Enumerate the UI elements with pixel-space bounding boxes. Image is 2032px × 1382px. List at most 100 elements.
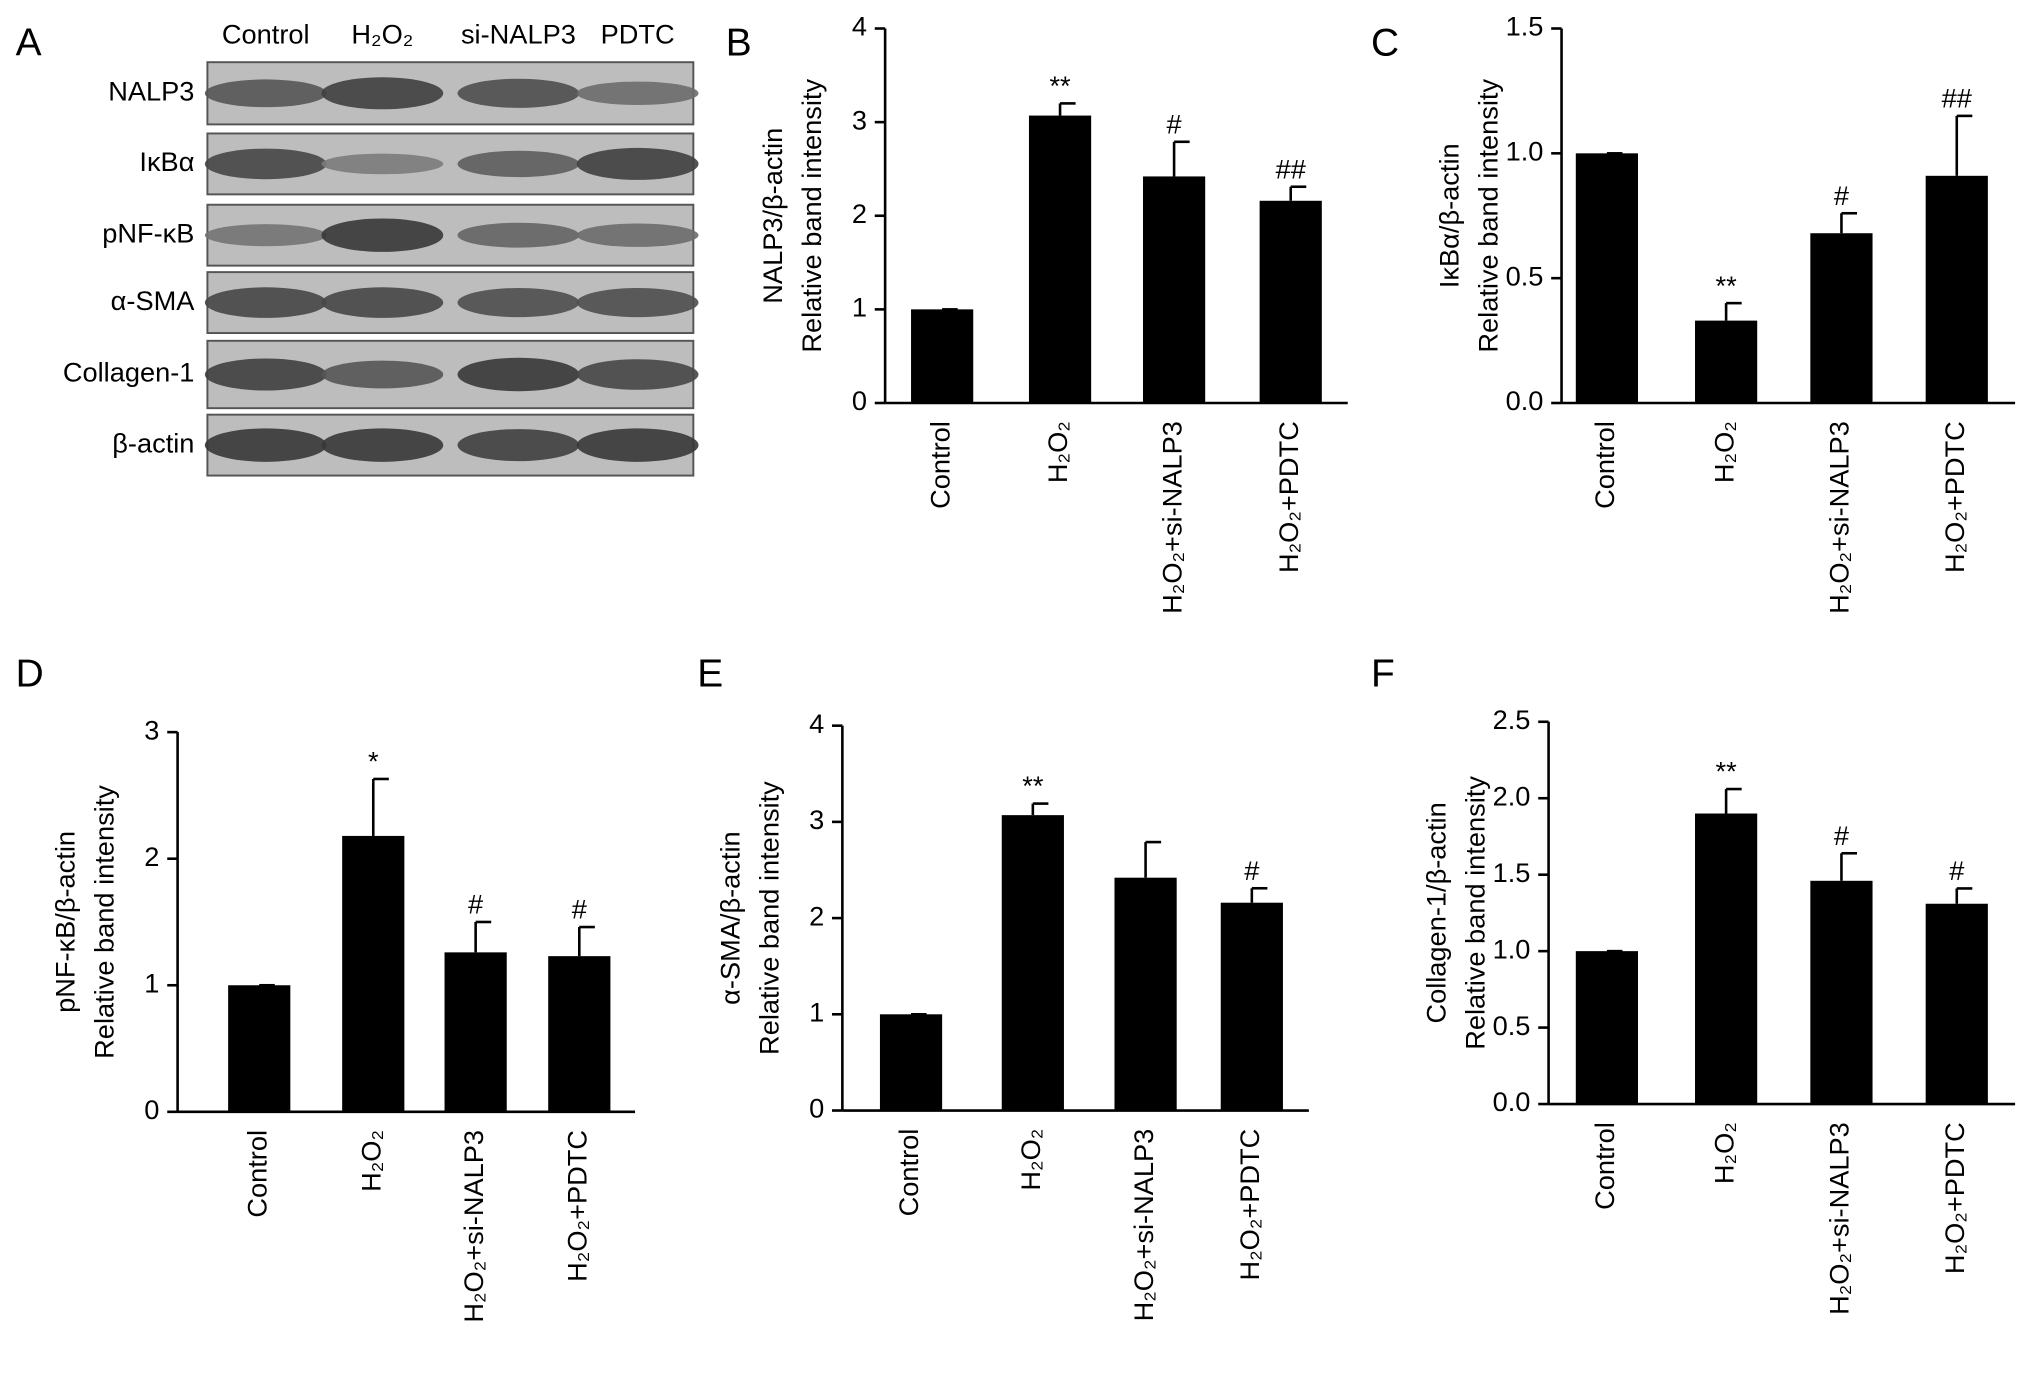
row-label: β-actin <box>112 427 194 458</box>
y-axis-label: Relative band intensity <box>1472 79 1503 353</box>
band <box>576 359 699 390</box>
y-tick-label: 1 <box>852 292 867 323</box>
y-tick-label: 2 <box>144 841 159 872</box>
significance-mark: # <box>572 894 587 925</box>
band <box>576 428 699 462</box>
bar <box>1114 877 1177 1111</box>
lane-label: H₂O₂ <box>351 18 413 49</box>
x-tick-label: H₂O₂ <box>355 1130 386 1192</box>
lane-label: PDTC <box>601 18 675 49</box>
y-axis-label: pNF-κB/β-actin <box>50 831 81 1013</box>
bar <box>1695 320 1758 404</box>
y-tick-label: 0 <box>852 385 867 416</box>
bar <box>342 835 405 1112</box>
bar <box>1142 176 1206 404</box>
band <box>204 148 327 180</box>
significance-mark: ## <box>1276 153 1306 184</box>
band <box>457 287 580 318</box>
y-axis-label: Collagen-1/β-actin <box>1421 802 1452 1023</box>
band <box>321 428 444 462</box>
x-tick-label: H₂O₂+si-NALP3 <box>1128 1129 1159 1322</box>
bar <box>1925 175 1988 404</box>
y-tick-label: 4 <box>852 11 867 42</box>
significance-mark: # <box>468 889 483 920</box>
band <box>321 218 444 252</box>
y-axis-label: Relative band intensity <box>89 785 120 1059</box>
x-tick-label: H₂O₂+PDTC <box>1939 1122 1970 1274</box>
band <box>204 287 327 318</box>
bar <box>1925 903 1988 1105</box>
y-axis-label: Relative band intensity <box>796 79 827 353</box>
panel-label: D <box>16 653 44 696</box>
x-tick-label: Control <box>893 1129 924 1217</box>
y-tick-label: 1.5 <box>1506 11 1544 42</box>
row-label: α-SMA <box>111 285 196 316</box>
band <box>576 81 699 106</box>
x-tick-label: Control <box>924 421 955 509</box>
y-tick-label: 4 <box>809 708 824 739</box>
y-axis-label: IκBα/β-actin <box>1434 143 1465 288</box>
x-tick-label: Control <box>241 1130 272 1218</box>
y-tick-label: 1.0 <box>1493 933 1531 964</box>
bar <box>228 985 291 1112</box>
y-tick-label: 1 <box>809 996 824 1027</box>
x-tick-label: H₂O₂+PDTC <box>1939 421 1970 573</box>
y-tick-label: 2.0 <box>1493 780 1531 811</box>
band <box>204 79 327 108</box>
bar <box>1810 880 1873 1105</box>
y-tick-label: 1.5 <box>1493 857 1531 888</box>
significance-mark: * <box>368 746 379 777</box>
row-label: pNF-κB <box>102 217 194 248</box>
bar <box>548 956 611 1112</box>
row-label: IκBα <box>139 146 194 177</box>
x-tick-label: H₂O₂ <box>1042 421 1073 483</box>
y-tick-label: 2 <box>809 900 824 931</box>
significance-mark: ** <box>1049 70 1071 101</box>
band <box>321 287 444 318</box>
y-axis-label: Relative band intensity <box>1460 776 1491 1050</box>
band <box>321 77 444 110</box>
y-tick-label: 0.5 <box>1493 1010 1531 1041</box>
significance-mark: ** <box>1716 270 1738 301</box>
band <box>457 429 580 462</box>
band <box>204 428 327 462</box>
bar <box>1575 951 1638 1105</box>
y-axis-label: Relative band intensity <box>753 781 784 1055</box>
y-tick-label: 0 <box>144 1094 159 1125</box>
significance-mark: ** <box>1022 770 1044 801</box>
significance-mark: # <box>1244 855 1259 886</box>
bar <box>1575 153 1638 404</box>
significance-mark: ** <box>1716 756 1738 787</box>
significance-mark: ## <box>1942 83 1972 114</box>
band <box>321 153 444 175</box>
bar <box>911 309 974 404</box>
y-tick-label: 3 <box>144 714 159 745</box>
band <box>204 224 327 247</box>
y-tick-label: 3 <box>809 804 824 835</box>
x-tick-label: H₂O₂+si-NALP3 <box>1824 1122 1855 1315</box>
significance-mark: # <box>1834 820 1849 851</box>
band <box>457 357 580 392</box>
lane-label: Control <box>222 18 310 49</box>
y-tick-label: 1.0 <box>1506 136 1544 167</box>
panel-label: C <box>1371 22 1399 65</box>
bar <box>1028 115 1092 404</box>
band <box>457 150 580 178</box>
band <box>576 287 699 318</box>
band <box>457 222 580 248</box>
significance-mark: # <box>1949 855 1964 886</box>
bar <box>444 952 507 1112</box>
panel-label: E <box>697 653 723 696</box>
y-tick-label: 0 <box>809 1093 824 1124</box>
significance-mark: # <box>1167 108 1182 139</box>
y-axis-label: α-SMA/β-actin <box>714 831 745 1004</box>
x-tick-label: H₂O₂ <box>1015 1129 1046 1191</box>
y-tick-label: 1 <box>144 967 159 998</box>
y-axis-label: NALP3/β-actin <box>757 128 788 304</box>
x-tick-label: Control <box>1589 1122 1620 1210</box>
y-tick-label: 0.0 <box>1506 385 1544 416</box>
bar <box>1695 813 1758 1105</box>
y-tick-label: 2.5 <box>1493 704 1531 735</box>
bar <box>1810 233 1873 404</box>
